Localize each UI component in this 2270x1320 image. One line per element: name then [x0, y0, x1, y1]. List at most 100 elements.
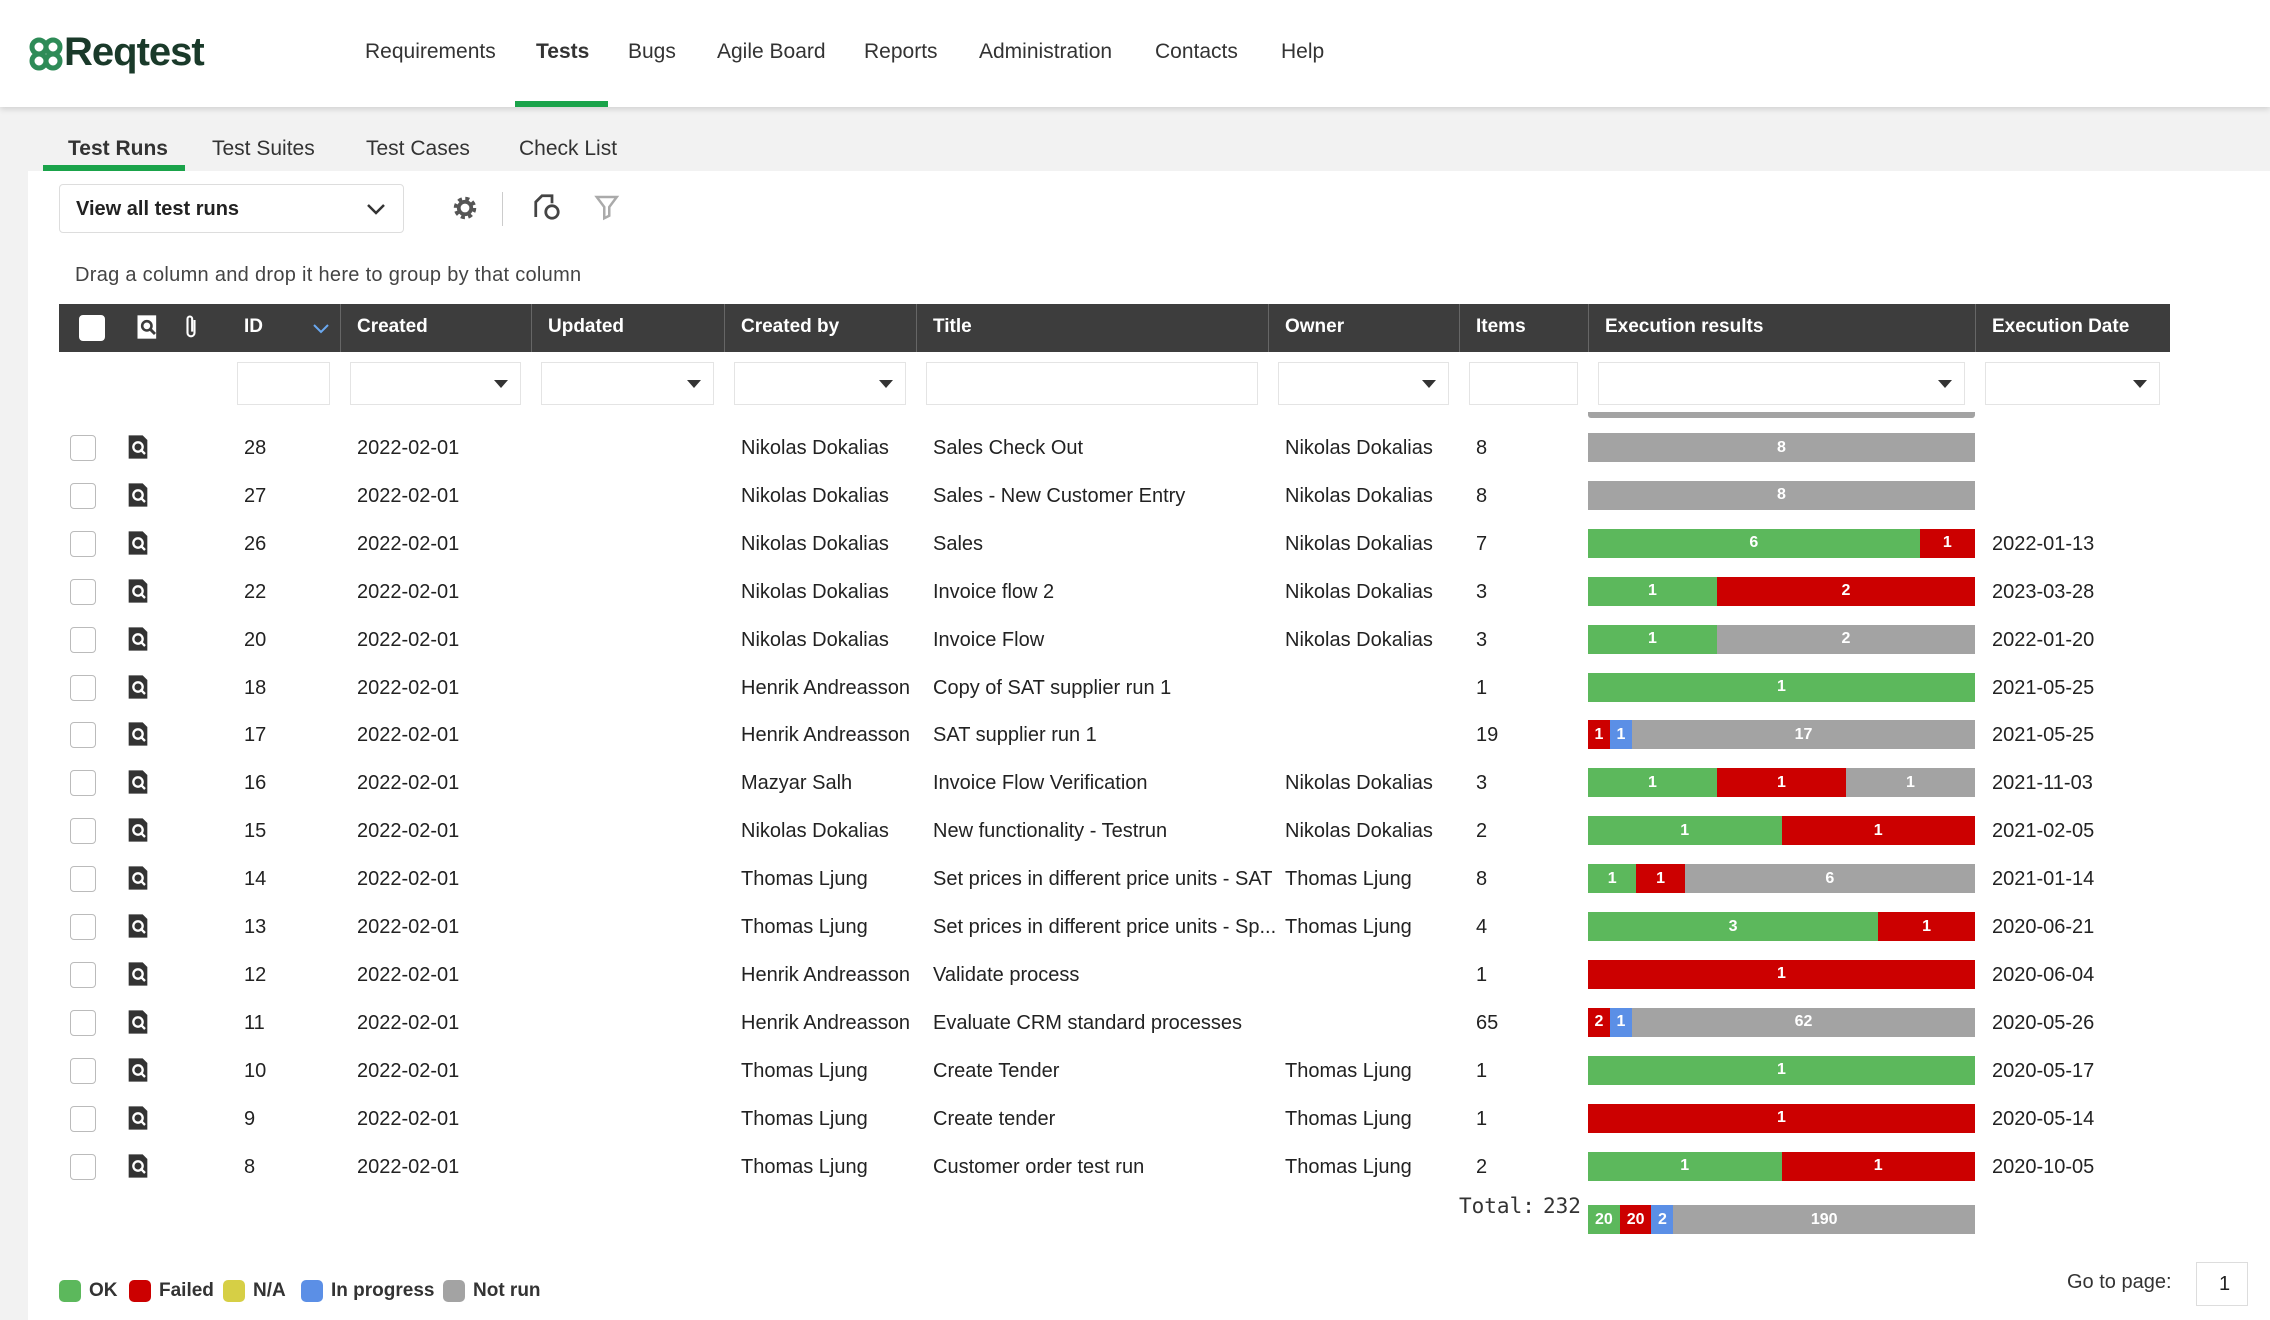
row-checkbox[interactable] [70, 482, 96, 509]
row-checkbox[interactable] [70, 674, 96, 701]
row-checkbox[interactable] [70, 1009, 96, 1036]
preview-button[interactable] [124, 1104, 152, 1132]
nav-item[interactable]: Agile Board [717, 40, 826, 63]
column-header[interactable]: Items [1476, 316, 1526, 337]
column-header[interactable]: Title [933, 316, 972, 337]
sort-indicator[interactable] [312, 323, 330, 335]
row-checkbox[interactable] [70, 961, 96, 988]
cell-id: 11 [244, 1011, 265, 1034]
preview-button[interactable] [124, 912, 152, 940]
row-checkbox[interactable] [70, 722, 96, 749]
cell-date: 2022-01-13 [1992, 532, 2095, 555]
filter-input[interactable] [1985, 362, 2160, 405]
preview-button[interactable] [124, 1056, 152, 1084]
preview-button[interactable] [124, 864, 152, 892]
execution-bar: 2 1 62 [1588, 1007, 1975, 1037]
cell-title: Invoice Flow [933, 628, 1045, 651]
row-checkbox[interactable] [70, 578, 96, 605]
column-header[interactable]: Execution Date [1992, 316, 2130, 337]
cell-title: New functionality - Testrun [933, 820, 1168, 843]
preview-button[interactable] [124, 1152, 152, 1180]
cell-id: 18 [244, 676, 267, 699]
preview-button[interactable] [124, 673, 152, 701]
column-header[interactable]: ID [244, 316, 263, 337]
row-checkbox[interactable] [70, 1057, 96, 1084]
dropdown-arrow [2133, 380, 2147, 388]
subtab[interactable]: Test Runs [68, 137, 168, 160]
result-segment: 190 [1673, 1205, 1975, 1235]
clear-filter-button[interactable] [592, 192, 624, 222]
logo: Reqtest [64, 30, 205, 74]
cell-created: 2022-02-01 [357, 724, 460, 747]
filter-input[interactable] [541, 362, 714, 405]
filter-input[interactable] [1278, 362, 1449, 405]
nav-item[interactable]: Contacts [1155, 40, 1238, 63]
column-header[interactable]: Created by [741, 316, 840, 337]
preview-button[interactable] [124, 960, 152, 988]
result-segment: 20 [1619, 1205, 1652, 1235]
row-checkbox[interactable] [70, 866, 96, 893]
save-filter-button[interactable] [531, 192, 563, 222]
cell-date: 2021-02-05 [1992, 820, 2095, 843]
row-checkbox[interactable] [70, 914, 96, 940]
row-checkbox[interactable] [70, 435, 96, 461]
row-checkbox[interactable] [70, 818, 96, 845]
filter-input[interactable] [350, 362, 521, 405]
row-checkbox[interactable] [70, 770, 96, 797]
cell-date: 2020-06-21 [1992, 916, 2095, 938]
cell-created: 2022-02-01 [357, 676, 460, 699]
cell-owner: Nikolas Dokalias [1285, 437, 1433, 459]
select-all-checkbox[interactable] [79, 315, 105, 341]
result-segment: 1 [1588, 816, 1782, 846]
cell-created-by: Nikolas Dokalias [741, 532, 889, 555]
nav-item[interactable]: Help [1281, 40, 1325, 63]
row-checkbox[interactable] [70, 1153, 96, 1180]
row-checkbox[interactable] [70, 530, 96, 557]
result-segment: 1 [1588, 959, 1975, 989]
filter-input[interactable] [926, 362, 1258, 405]
filter-input[interactable] [1469, 362, 1578, 405]
column-header[interactable]: Updated [548, 316, 624, 337]
result-segment: 8 [1588, 433, 1975, 462]
nav-item[interactable]: Requirements [365, 40, 496, 63]
preview-button[interactable] [124, 1008, 152, 1036]
subtab[interactable]: Check List [519, 137, 618, 160]
subtab[interactable]: Test Suites [212, 137, 315, 160]
cell-items: 3 [1476, 628, 1488, 651]
cell-id: 28 [244, 437, 267, 459]
nav-item[interactable]: Reports [864, 40, 938, 63]
preview-button[interactable] [124, 529, 152, 557]
subtab[interactable]: Test Cases [366, 137, 470, 160]
row-checkbox[interactable] [70, 1105, 96, 1132]
nav-item[interactable]: Tests [536, 40, 590, 63]
filter-input[interactable] [237, 362, 330, 405]
preview-button[interactable] [124, 481, 152, 509]
view-select[interactable]: View all test runs [59, 184, 404, 233]
nav-item[interactable]: Bugs [628, 40, 676, 63]
column-header[interactable]: Created [357, 316, 428, 337]
preview-button[interactable] [124, 577, 152, 605]
preview-button[interactable] [124, 768, 152, 796]
preview-button[interactable] [124, 433, 152, 461]
preview-button[interactable] [124, 720, 152, 748]
row-checkbox[interactable] [70, 626, 96, 653]
cell-title: Set prices in different price units - SA… [933, 868, 1273, 891]
filter-input[interactable] [734, 362, 906, 405]
settings-button[interactable] [450, 193, 480, 223]
cell-date: 2021-01-14 [1992, 868, 2095, 891]
result-segment: 1 [1588, 672, 1975, 702]
group-hint: Drag a column and drop it here to group … [75, 264, 582, 286]
preview-button[interactable] [124, 816, 152, 844]
cell-created: 2022-02-01 [357, 580, 460, 603]
legend-swatch [301, 1280, 323, 1302]
result-segment: 2 [1651, 1205, 1674, 1235]
page-input[interactable]: 1 [2196, 1262, 2248, 1306]
nav-item[interactable]: Administration [979, 40, 1113, 63]
column-header[interactable]: Owner [1285, 316, 1345, 337]
cell-date: 2020-10-05 [1992, 1155, 2095, 1178]
filter-input[interactable] [1598, 362, 1965, 405]
preview-button[interactable] [124, 625, 152, 653]
cell-title: Sales - New Customer Entry [933, 484, 1186, 507]
column-header[interactable]: Execution results [1605, 316, 1764, 337]
cell-items: 8 [1476, 437, 1488, 459]
